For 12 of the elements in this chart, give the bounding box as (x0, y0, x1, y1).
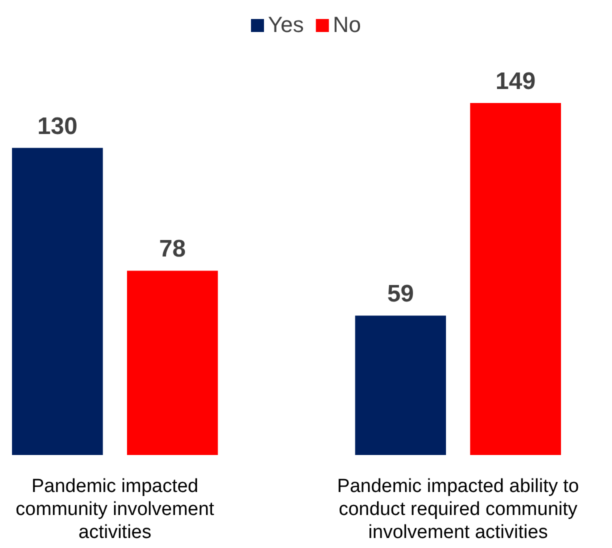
bar (127, 270, 218, 455)
x-tick-label: Pandemic impacted community involvement activities (16, 476, 215, 543)
data-label: 130 (37, 112, 78, 140)
data-label: 149 (496, 68, 536, 95)
legend-label: No (332, 12, 362, 37)
bar (355, 316, 446, 455)
legend-label: Yes (268, 12, 304, 37)
x-tick-label: Pandemic impacted ability to conduct required community involvement activities (337, 476, 579, 543)
data-label: 78 (159, 236, 186, 263)
bar (12, 148, 103, 455)
data-label: 59 (387, 280, 414, 308)
bar (470, 103, 561, 455)
